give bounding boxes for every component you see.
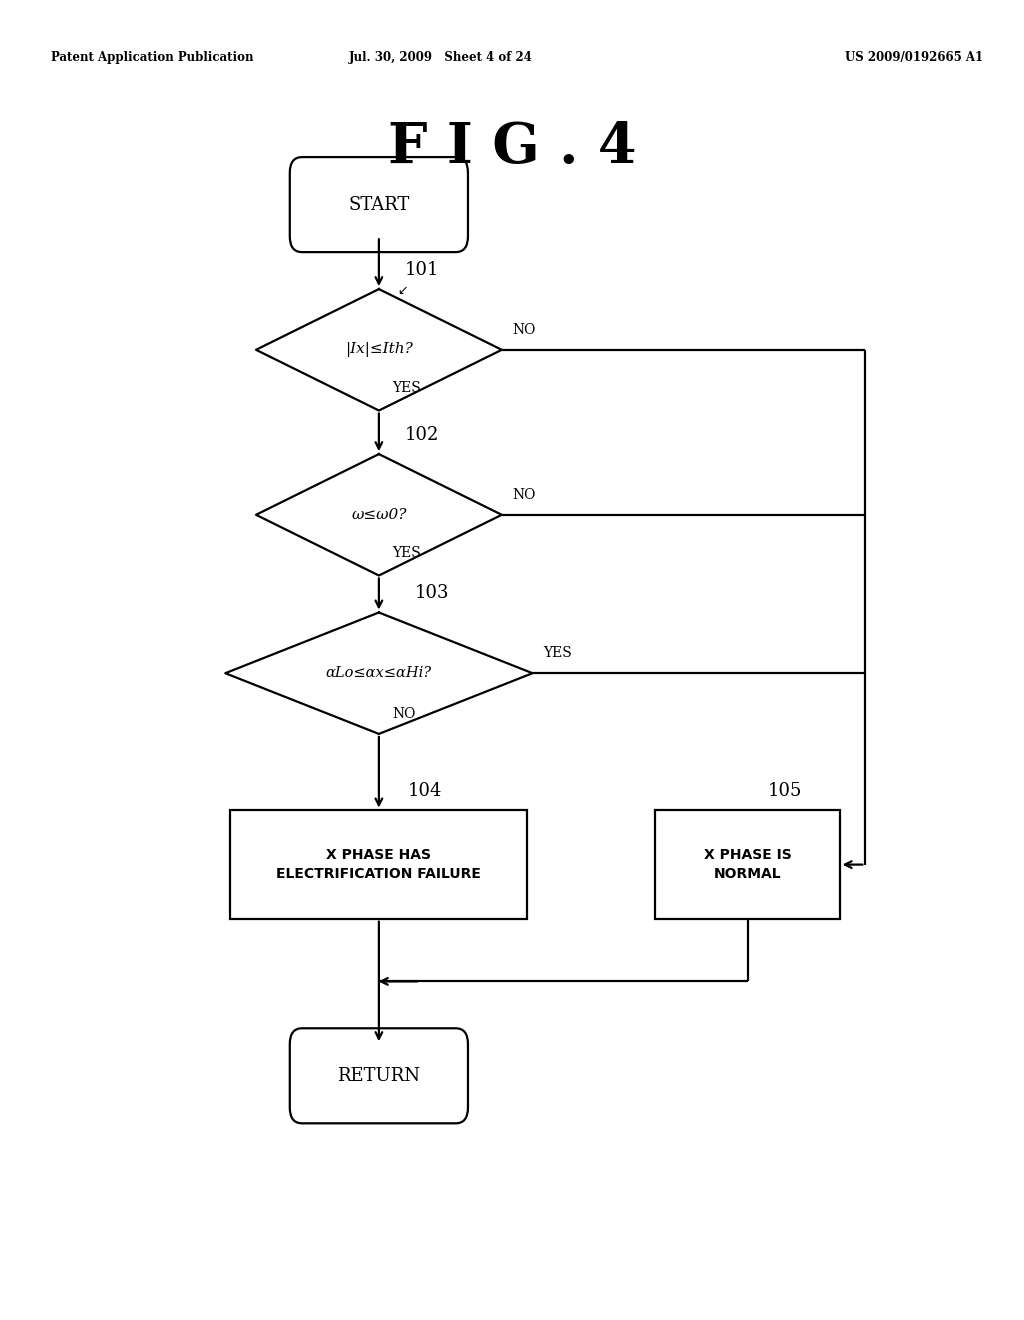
Bar [655, 810, 840, 919]
Text: Patent Application Publication: Patent Application Publication [51, 51, 254, 65]
Polygon shape [256, 454, 502, 576]
Text: αLo≤αx≤αHi?: αLo≤αx≤αHi? [326, 667, 432, 680]
Text: 101: 101 [404, 260, 439, 279]
FancyBboxPatch shape [290, 157, 468, 252]
Polygon shape [256, 289, 502, 411]
Text: YES: YES [543, 645, 571, 660]
Text: 105: 105 [768, 781, 803, 800]
Text: 103: 103 [415, 583, 450, 602]
FancyBboxPatch shape [290, 1028, 468, 1123]
Text: |Ix|≤Ith?: |Ix|≤Ith? [345, 342, 413, 358]
Bar [230, 810, 527, 919]
Text: YES: YES [392, 545, 421, 560]
Text: YES: YES [392, 380, 421, 395]
Text: X PHASE HAS
ELECTRIFICATION FAILURE: X PHASE HAS ELECTRIFICATION FAILURE [276, 849, 481, 880]
Text: Jul. 30, 2009   Sheet 4 of 24: Jul. 30, 2009 Sheet 4 of 24 [348, 51, 532, 65]
Text: ↙: ↙ [397, 284, 408, 297]
Text: NO: NO [512, 487, 536, 502]
Text: START: START [348, 195, 410, 214]
Polygon shape [225, 612, 532, 734]
Text: US 2009/0192665 A1: US 2009/0192665 A1 [845, 51, 983, 65]
Text: RETURN: RETURN [337, 1067, 421, 1085]
Text: F I G . 4: F I G . 4 [388, 120, 636, 176]
Text: NO: NO [512, 322, 536, 337]
Text: ω≤ω0?: ω≤ω0? [351, 508, 407, 521]
Text: NO: NO [392, 706, 416, 721]
Text: 104: 104 [408, 781, 442, 800]
Text: X PHASE IS
NORMAL: X PHASE IS NORMAL [703, 849, 792, 880]
Text: 102: 102 [404, 425, 439, 444]
